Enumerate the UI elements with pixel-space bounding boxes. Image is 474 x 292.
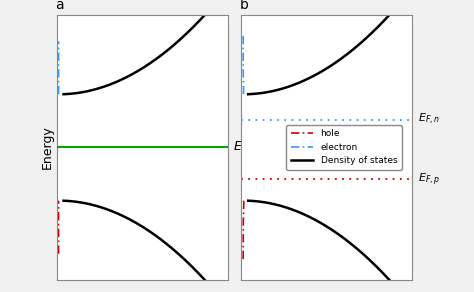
Text: $E_{F, p}$: $E_{F, p}$ bbox=[418, 171, 439, 187]
Y-axis label: Energy: Energy bbox=[41, 126, 54, 169]
Text: $E_{F, n}$: $E_{F, n}$ bbox=[418, 112, 439, 127]
Text: $E_F$: $E_F$ bbox=[233, 140, 248, 155]
Legend: hole, electron, Density of states: hole, electron, Density of states bbox=[286, 125, 402, 170]
Text: a: a bbox=[55, 0, 64, 12]
Text: b: b bbox=[240, 0, 249, 12]
